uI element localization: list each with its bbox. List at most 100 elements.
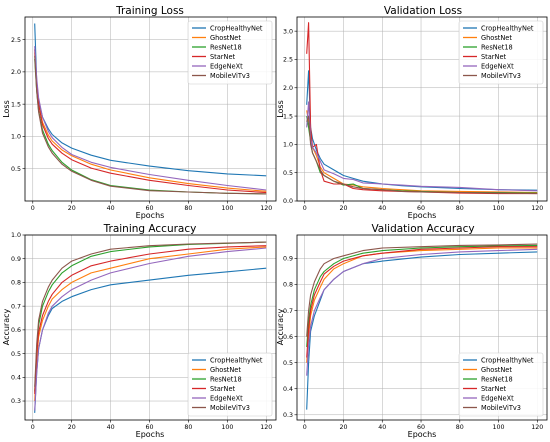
x-tick-label: 80 (184, 205, 192, 212)
y-tick-label: 2.0 (11, 69, 21, 76)
x-tick-label: 0 (31, 205, 35, 212)
axis-ticks: 0 20 40 60 80 100 120 0.5 1.0 1.5 2.0 2.5 (11, 37, 272, 212)
plot-frame (24, 16, 277, 202)
axis-ticks: 0 20 40 60 80 100 120 0.3 0.4 0.5 0.6 0.7 0.8 0.9 1.0 (11, 232, 272, 431)
y-axis-label: Loss (276, 100, 285, 118)
axis-ticks: 0 20 40 60 80 100 120 0.3 0.4 0.5 0.6 0.7 0.8 0.9 (283, 256, 543, 431)
x-tick-label: 20 (340, 205, 348, 212)
y-tick-label: 1.0 (283, 142, 293, 149)
legend-label: ResNet18 (210, 43, 242, 51)
x-tick-label: 60 (146, 424, 154, 431)
panel-validation-accuracy: Validation Accuracy 0 20 40 60 80 100 120 0.3 0.… (276, 223, 548, 439)
y-tick-label: 1.0 (11, 134, 21, 141)
legend-label: ResNet18 (481, 43, 513, 51)
legend-label: StarNet (481, 385, 507, 393)
axis-ticks: 0 20 40 60 80 100 120 0.0 0.5 1.0 1.5 2.0 2.5 3.0 (283, 28, 543, 212)
panel-title: Training Loss (115, 5, 184, 17)
series-line-mobilevitv3 (306, 243, 538, 337)
x-tick-label: 0 (31, 424, 35, 431)
series-line-starnet (34, 49, 267, 194)
legend-label: GhostNet (210, 34, 241, 42)
series-line-edgenext (34, 46, 267, 191)
x-tick-label: 60 (146, 205, 154, 212)
panel-title: Training Accuracy (103, 223, 197, 235)
x-tick-label: 120 (531, 205, 543, 212)
legend-label: GhostNet (481, 366, 512, 374)
series-line-edgenext (34, 247, 267, 411)
x-axis-label: Epochs (136, 211, 165, 220)
series-lines (34, 241, 267, 413)
y-axis-label: Loss (2, 100, 11, 118)
y-tick-label: 0.5 (11, 166, 21, 173)
y-tick-label: 1.0 (11, 232, 21, 239)
x-tick-label: 40 (378, 424, 386, 431)
series-line-resnet18 (306, 244, 538, 348)
legend-box (458, 352, 544, 417)
legend-label: EdgeNeXt (210, 62, 243, 70)
legend-label: CropHealthyNet (481, 356, 534, 364)
y-tick-label: 0.6 (11, 327, 21, 334)
series-line-ghostnet (34, 246, 267, 402)
x-tick-label: 100 (493, 424, 505, 431)
legend-label: MobileViTv3 (481, 404, 521, 412)
x-tick-label: 120 (260, 205, 272, 212)
y-tick-label: 0.9 (283, 256, 293, 263)
x-tick-label: 80 (456, 205, 464, 212)
series-line-ghostnet (306, 247, 538, 363)
legend-label: EdgeNeXt (481, 394, 514, 402)
y-tick-label: 0.4 (283, 386, 293, 393)
x-tick-label: 100 (221, 205, 233, 212)
x-tick-label: 80 (456, 424, 464, 431)
x-tick-label: 40 (107, 205, 115, 212)
legend-label: ResNet18 (210, 375, 242, 383)
y-tick-label: 2.0 (283, 85, 293, 92)
y-tick-label: 0.7 (283, 308, 293, 315)
y-tick-label: 3.0 (283, 28, 293, 35)
series-line-starnet (306, 246, 538, 358)
y-tick-label: 0.5 (283, 360, 293, 367)
x-tick-label: 20 (68, 205, 76, 212)
x-tick-label: 20 (68, 424, 76, 431)
series-line-edgenext (306, 248, 538, 376)
legend-label: CropHealthyNet (481, 24, 534, 32)
x-tick-label: 100 (493, 205, 505, 212)
x-axis-label: Epochs (136, 430, 165, 439)
y-tick-label: 2.5 (283, 57, 293, 64)
legend-label: CropHealthyNet (210, 356, 263, 364)
x-tick-label: 0 (303, 424, 307, 431)
legend-label: ResNet18 (481, 375, 513, 383)
series-lines (306, 22, 538, 195)
y-tick-label: 0.9 (11, 256, 21, 263)
x-tick-label: 40 (107, 424, 115, 431)
series-line-edgenext (306, 101, 538, 192)
legend-box (187, 20, 273, 85)
legend-label: GhostNet (210, 366, 241, 374)
legend-label: EdgeNeXt (481, 62, 514, 70)
legend-label: MobileViTv3 (481, 72, 521, 80)
y-tick-label: 0.6 (283, 334, 293, 341)
y-tick-label: 0.8 (11, 280, 21, 287)
legend-label: StarNet (210, 385, 236, 393)
legend-label: CropHealthyNet (210, 24, 263, 32)
y-tick-label: 0.4 (11, 375, 21, 382)
x-tick-label: 120 (260, 424, 272, 431)
series-lines (34, 23, 267, 195)
legend-label: StarNet (481, 53, 507, 61)
x-tick-label: 40 (378, 205, 386, 212)
y-tick-label: 0.5 (11, 351, 21, 358)
x-axis-label: Epochs (408, 211, 437, 220)
legend-box (187, 352, 273, 417)
legend-box (458, 20, 544, 85)
series-line-resnet18 (34, 241, 267, 392)
legend-label: StarNet (210, 53, 236, 61)
series-lines (306, 243, 538, 410)
y-axis-label: Accuracy (276, 308, 285, 345)
y-tick-label: 1.5 (283, 113, 293, 120)
y-tick-label: 2.5 (11, 37, 21, 44)
x-tick-label: 0 (303, 205, 307, 212)
legend-label: GhostNet (481, 34, 512, 42)
y-tick-label: 1.5 (11, 101, 21, 108)
